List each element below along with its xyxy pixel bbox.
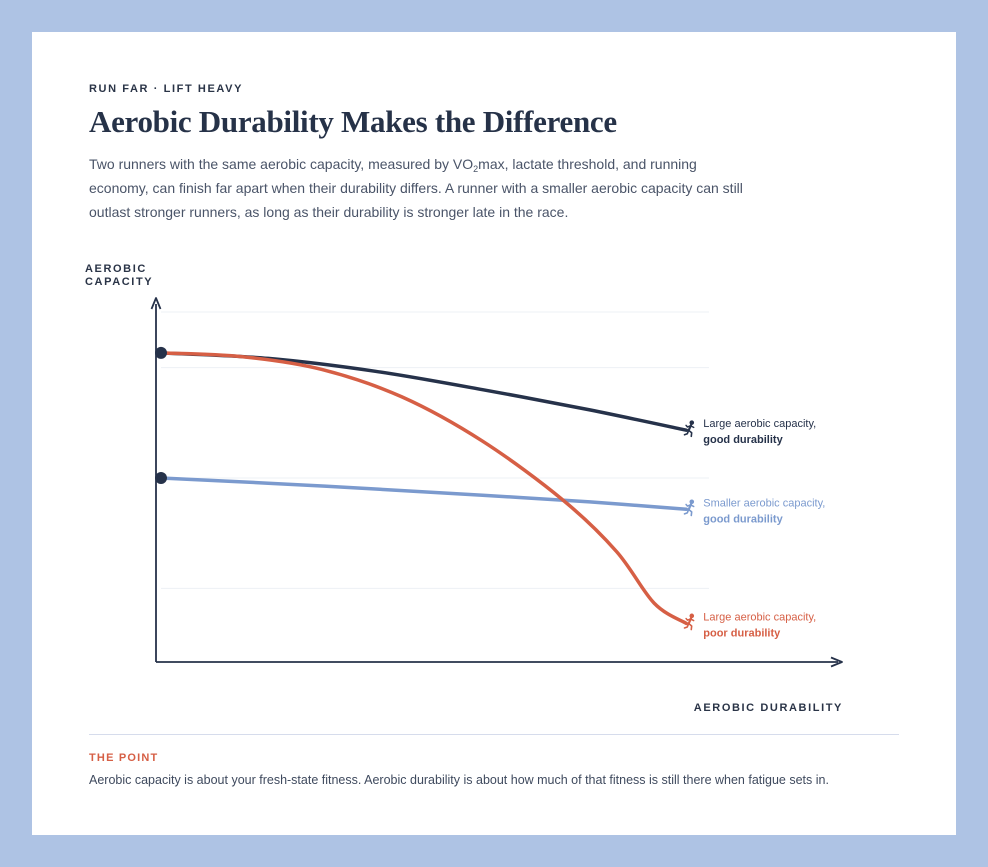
infographic-card: RUN FAR · LIFT HEAVY Aerobic Durability …	[32, 32, 956, 835]
series: Large aerobic capacity,good durabilitySm…	[155, 346, 825, 639]
series-label-smaller-good-line-2: good durability	[703, 513, 783, 525]
series-line-smaller-good	[159, 476, 689, 512]
series-line-large-poor	[159, 351, 689, 626]
takeaway-text: Aerobic capacity is about your fresh-sta…	[89, 773, 829, 787]
axes	[150, 297, 843, 668]
y-axis-arrow-icon	[150, 297, 162, 310]
series-label-smaller-good-line-1: Smaller aerobic capacity,	[703, 497, 825, 509]
series-label-large-poor-line-1: Large aerobic capacity,	[703, 611, 816, 623]
page-title: Aerobic Durability Makes the Difference	[89, 104, 617, 139]
eyebrow: RUN FAR · LIFT HEAVY	[89, 83, 244, 95]
series-label-large-good-line-2: good durability	[703, 434, 783, 446]
y-axis-label: AEROBIC CAPACITY	[85, 263, 153, 289]
intro-subscript: 2	[473, 164, 479, 174]
series-label-large-good-line-1: Large aerobic capacity,	[703, 418, 816, 430]
x-axis-label: AEROBIC DURABILITY	[693, 702, 843, 714]
start-marker-smaller-good	[155, 472, 167, 484]
series-large-good: Large aerobic capacity, good durability	[159, 351, 816, 446]
series-smaller-good: Smaller aerobic capacity, good durability	[159, 476, 825, 525]
intro-paragraph: Two runners with the same aerobic capaci…	[89, 152, 759, 224]
y-axis-label-line-1: AEROBIC	[85, 263, 147, 275]
intro-text-2: max, lactate threshold, and running econ…	[89, 156, 743, 220]
series-line-large-good	[159, 351, 689, 432]
series-large-poor: Large aerobic capacity, poor durability	[159, 351, 816, 639]
series-label-large-poor-line-2: poor durability	[703, 627, 781, 639]
y-axis-label-line-2: CAPACITY	[85, 276, 154, 288]
intro-text-1: Two runners with the same aerobic capaci…	[89, 156, 474, 172]
grid	[161, 311, 709, 589]
x-axis-arrow-icon	[830, 656, 843, 668]
start-marker-large-good	[155, 346, 167, 359]
takeaway-label: THE POINT	[89, 752, 159, 764]
durability-chart: Large aerobic capacity,good durabilitySm…	[150, 297, 843, 668]
divider	[89, 734, 899, 735]
